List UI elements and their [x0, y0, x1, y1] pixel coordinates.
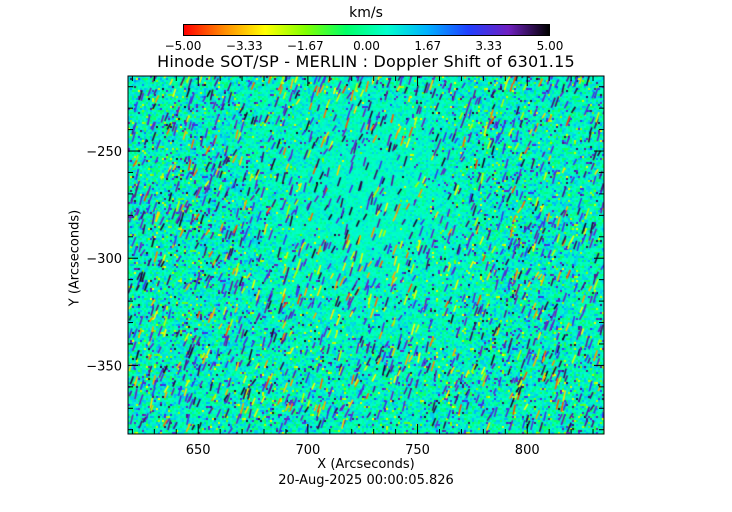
- plot-frame: [127, 75, 605, 435]
- y-tick-label: −250: [86, 145, 122, 160]
- y-tick-label: −350: [86, 359, 122, 374]
- timestamp: 20-Aug-2025 00:00:05.826: [278, 473, 454, 488]
- x-tick-label: 700: [295, 443, 320, 458]
- colorbar-tick-label: 3.33: [475, 39, 503, 53]
- y-tick-label: −300: [86, 252, 122, 267]
- colorbar-tick-label: −5.00: [164, 39, 202, 53]
- colorbar-unit: km/s: [349, 5, 383, 21]
- y-axis-label: Y (Arcseconds): [67, 209, 83, 307]
- doppler-map-image: [128, 76, 604, 434]
- colorbar-tick-label: 1.67: [414, 39, 442, 53]
- colorbar-tick-label: 0.00: [353, 39, 380, 53]
- x-axis-label: X (Arcseconds): [317, 457, 415, 472]
- colorbar-tick-label: −3.33: [225, 39, 263, 53]
- x-tick-label: 650: [186, 443, 211, 458]
- x-tick-label: 750: [405, 443, 430, 458]
- chart-title: Hinode SOT/SP - MERLIN : Doppler Shift o…: [157, 52, 575, 71]
- colorbar-tick-label: 5.00: [536, 39, 564, 53]
- colorbar-tick-label: −1.67: [286, 39, 324, 53]
- x-tick-label: 800: [515, 443, 540, 458]
- colorbar: [183, 24, 550, 36]
